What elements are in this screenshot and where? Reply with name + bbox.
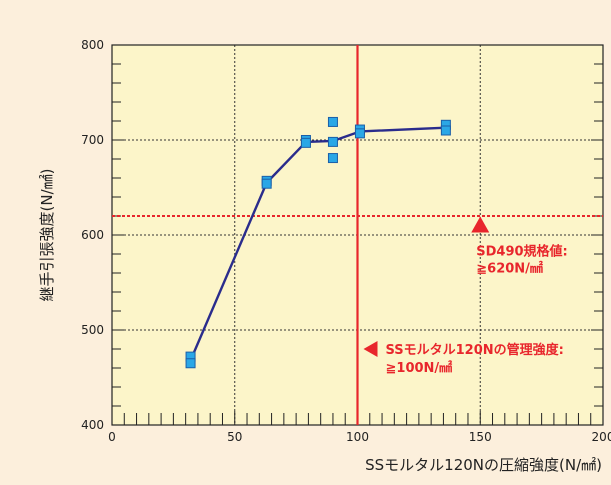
- data-point-5: [300, 137, 311, 148]
- tick-labels: 0 50 100 150 200 400 500 600 700 800: [81, 38, 611, 444]
- y-tick-label-700: 700: [81, 133, 104, 147]
- x-tick-label-0: 0: [108, 430, 116, 444]
- data-point-1: [185, 358, 196, 369]
- data-point-7: [327, 136, 338, 147]
- management-strength-annotation-line2: ≧100N/㎟: [386, 360, 453, 376]
- data-point-12: [440, 125, 451, 136]
- management-strength-triangle-marker: [363, 341, 378, 357]
- y-tick-label-600: 600: [81, 228, 104, 242]
- sd490-annotation-line2: ≧620N/㎟: [476, 261, 543, 277]
- data-points: [185, 116, 451, 369]
- y-tick-label-800: 800: [81, 38, 104, 52]
- x-tick-label-50: 50: [227, 430, 242, 444]
- x-tick-label-150: 150: [469, 430, 492, 444]
- sd490-triangle-marker: [471, 216, 490, 233]
- sd490-annotation-line1: SD490規格値:: [476, 244, 568, 260]
- management-strength-annotation-line1: SSモルタル120Nの管理強度:: [386, 342, 564, 358]
- y-tick-label-400: 400: [81, 418, 104, 432]
- trend-line: [189, 126, 446, 361]
- x-tick-label-100: 100: [346, 430, 369, 444]
- data-point-3: [261, 178, 272, 189]
- data-point-8: [327, 153, 338, 164]
- x-axis-title: SSモルタル120Nの圧縮強度(N/㎟): [365, 456, 602, 474]
- y-tick-label-500: 500: [81, 323, 104, 337]
- y-axis-title: 継手引張強度(N/㎟): [38, 169, 56, 302]
- x-tick-label-200: 200: [592, 430, 611, 444]
- data-point-6: [327, 116, 338, 127]
- data-point-10: [354, 128, 365, 139]
